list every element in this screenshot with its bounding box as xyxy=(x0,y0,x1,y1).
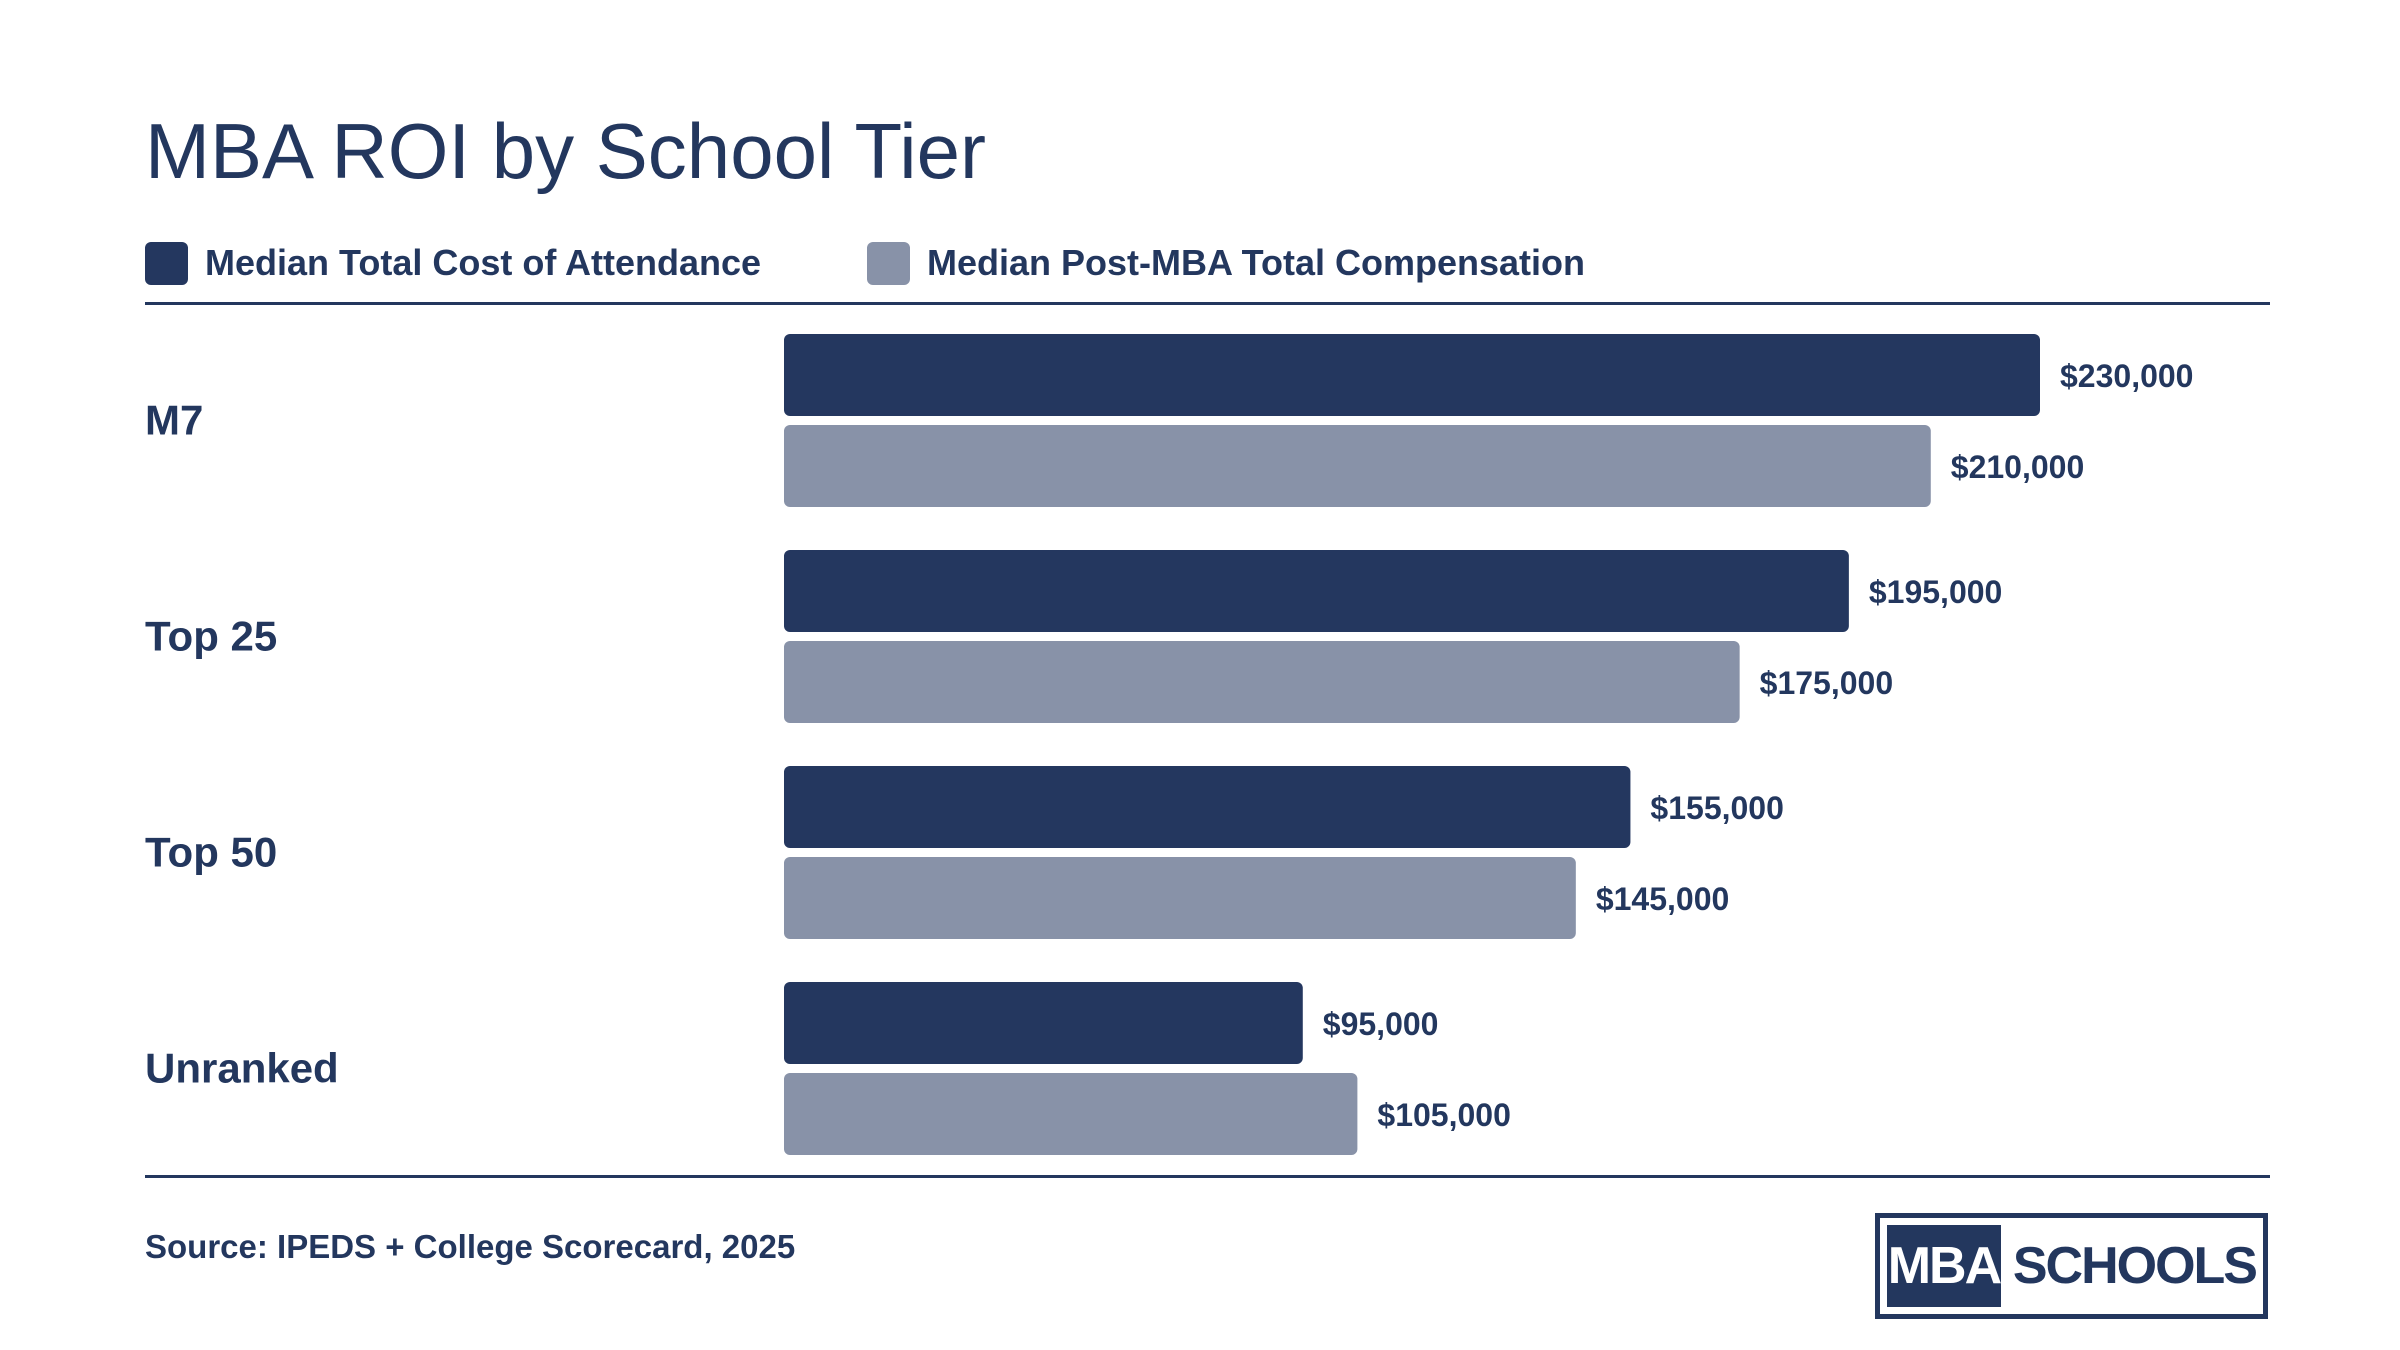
source-note: Source: IPEDS + College Scorecard, 2025 xyxy=(145,1228,796,1265)
value-label-compensation-top-50: $145,000 xyxy=(1596,881,1729,917)
value-label-cost-unranked: $95,000 xyxy=(1323,1006,1439,1042)
legend: Median Total Cost of Attendance Median P… xyxy=(145,240,1691,286)
legend-swatch-cost xyxy=(145,241,188,285)
legend-item-compensation: Median Post-MBA Total Compensation xyxy=(867,241,1586,285)
bar-cost-top-25 xyxy=(784,550,1849,632)
value-label-cost-top-25: $195,000 xyxy=(1869,574,2002,610)
legend-swatch-compensation xyxy=(867,241,911,285)
legend-label-compensation: Median Post-MBA Total Compensation xyxy=(927,242,1586,283)
category-label-m7: M7 xyxy=(145,397,203,444)
value-label-cost-top-50: $155,000 xyxy=(1650,790,1783,826)
value-label-cost-m7: $230,000 xyxy=(2060,358,2193,394)
legend-item-cost: Median Total Cost of Attendance xyxy=(145,241,762,285)
bar-compensation-top-50 xyxy=(784,857,1576,939)
bottom-divider xyxy=(145,1175,2270,1178)
category-label-top-25: Top 25 xyxy=(145,613,277,660)
logo-schools-text: SCHOOLS xyxy=(2012,1237,2258,1295)
chart-title: MBA ROI by School Tier xyxy=(145,107,986,195)
top-divider xyxy=(145,302,2270,305)
value-label-compensation-top-25: $175,000 xyxy=(1760,665,1893,701)
legend-label-cost: Median Total Cost of Attendance xyxy=(205,242,762,283)
category-label-unranked: Unranked xyxy=(145,1045,339,1092)
bar-compensation-m7 xyxy=(784,425,1931,507)
bar-cost-m7 xyxy=(784,334,2040,416)
bar-cost-top-50 xyxy=(784,766,1631,848)
logo-mba-text: MBA xyxy=(1887,1225,2002,1307)
bar-compensation-top-25 xyxy=(784,641,1740,723)
bar-cost-unranked xyxy=(784,982,1303,1064)
value-label-compensation-unranked: $105,000 xyxy=(1377,1097,1510,1133)
category-label-top-50: Top 50 xyxy=(145,829,277,876)
value-label-compensation-m7: $210,000 xyxy=(1951,449,2084,485)
mba-schools-logo: MBA SCHOOLS xyxy=(1875,1213,2268,1319)
bar-compensation-unranked xyxy=(784,1073,1358,1155)
